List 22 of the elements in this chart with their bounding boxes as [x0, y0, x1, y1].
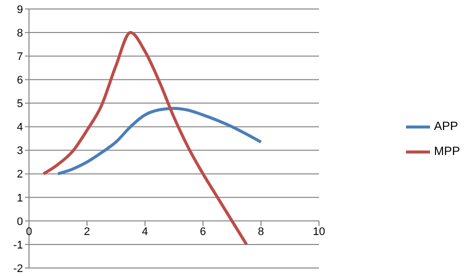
- y-tick-label: 1: [16, 192, 23, 204]
- y-tick-label: 7: [16, 50, 23, 63]
- x-tick-label: 0: [26, 226, 32, 238]
- y-tick-label: 2: [16, 168, 23, 181]
- x-tick-label: 6: [200, 226, 206, 238]
- x-tick-label: 10: [312, 226, 326, 238]
- y-tick-label: 9: [16, 4, 23, 16]
- y-tick-label: 5: [16, 98, 23, 110]
- y-tick-label: 6: [16, 74, 23, 87]
- line-series: [56, 106, 262, 176]
- line-series: [42, 31, 248, 246]
- y-tick-label: 0: [16, 216, 23, 228]
- y-tick-label: -1: [13, 239, 23, 252]
- legend-label: MPP: [434, 144, 460, 158]
- y-tick-label: 3: [16, 145, 23, 158]
- y-tick-label: -2: [13, 262, 23, 275]
- x-tick-label: 2: [84, 226, 90, 238]
- legend-label: APP: [434, 119, 458, 134]
- y-tick-label: 4: [16, 122, 23, 134]
- x-tick-label: 8: [258, 226, 264, 238]
- y-tick-label: 8: [16, 27, 23, 40]
- x-tick-label: 4: [142, 226, 148, 238]
